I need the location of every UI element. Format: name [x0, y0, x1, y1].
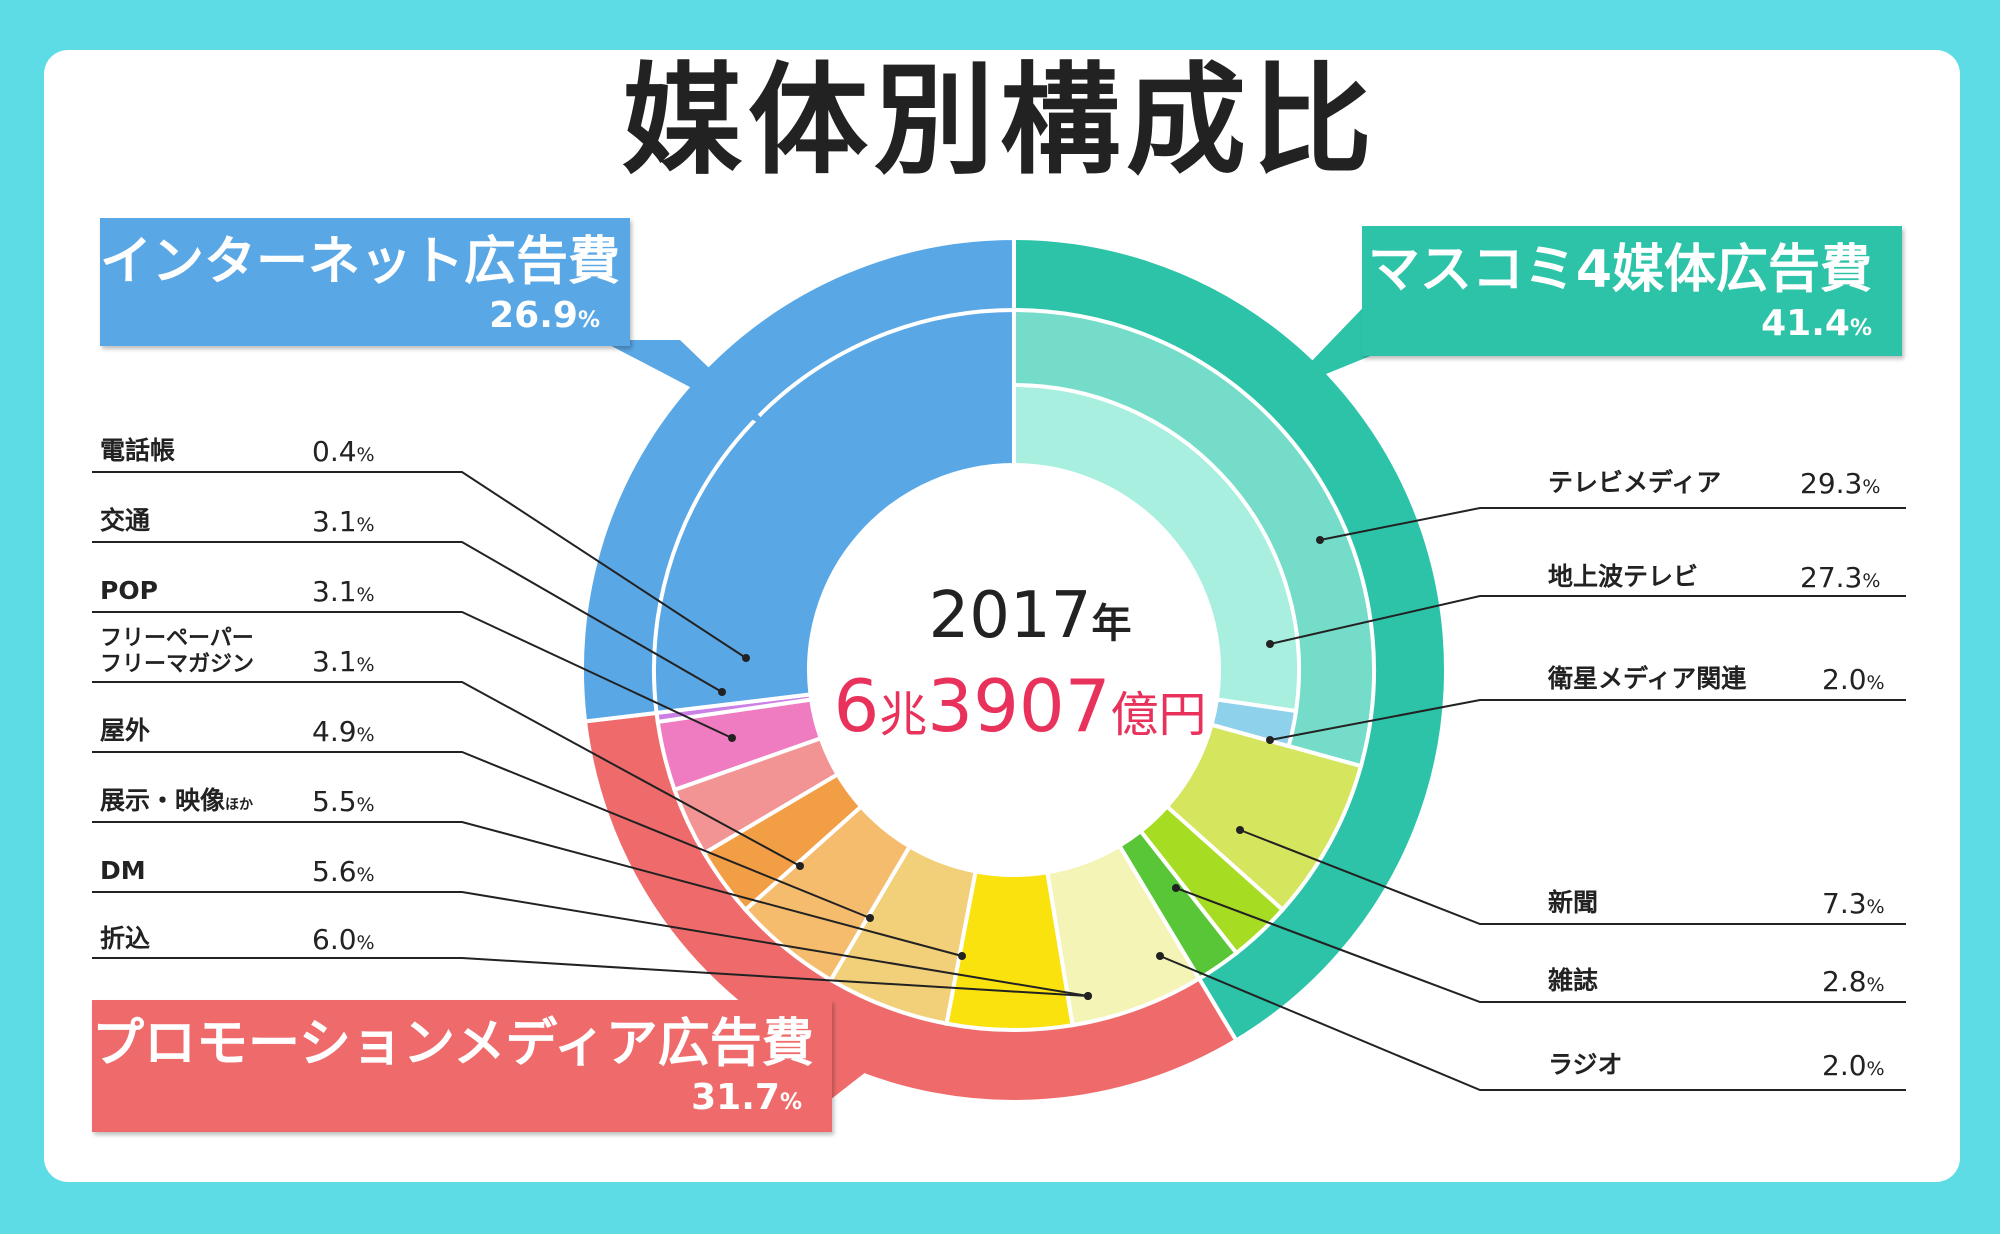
- callout-mass: マスコミ4媒体広告費 41.4%: [1362, 226, 1902, 356]
- donut-hole: [809, 465, 1219, 875]
- callout-internet: インターネット広告費 26.9%: [100, 218, 630, 346]
- value-radio: 2.0%: [1822, 1049, 1885, 1082]
- label-free-magazine: フリーマガジン: [100, 652, 255, 677]
- leader-inserts: [92, 957, 1089, 997]
- value-exhibition: 5.5%: [312, 785, 375, 818]
- value-telephone-directory: 0.4%: [312, 435, 375, 468]
- value-newspaper: 7.3%: [1822, 887, 1885, 920]
- leader-telephone-directory: [92, 471, 747, 659]
- leader-tv-media-dot: [1316, 536, 1324, 544]
- leader-pop-dot: [728, 734, 736, 742]
- leader-inserts-dot: [1084, 992, 1092, 1000]
- leader-lines: [92, 471, 1906, 1091]
- label-radio: ラジオ: [1548, 1050, 1623, 1079]
- leader-magazine-dot: [1172, 884, 1180, 892]
- callout-mass-tail: [1282, 290, 1380, 392]
- value-inserts: 6.0%: [312, 923, 375, 956]
- value-terrestrial-tv: 27.3%: [1800, 561, 1881, 594]
- callout-promo-value: 31.7: [691, 1077, 780, 1118]
- callout-internet-tail: [600, 340, 776, 432]
- value-tv-media: 29.3%: [1800, 467, 1881, 500]
- leader-satellite: [1269, 699, 1906, 741]
- value-transit: 3.1%: [312, 505, 375, 538]
- value-dm: 5.6%: [312, 855, 375, 888]
- leader-radio-dot: [1156, 952, 1164, 960]
- label-inserts: 折込: [100, 924, 151, 953]
- callout-promo-name: プロモーションメディア広告費: [92, 1014, 814, 1074]
- label-transit: 交通: [100, 506, 151, 535]
- label-magazine: 雑誌: [1548, 966, 1599, 995]
- leader-newspaper-dot: [1236, 826, 1244, 834]
- label-telephone-directory: 電話帳: [100, 436, 176, 465]
- leader-transit-dot: [718, 688, 726, 696]
- leader-transit: [92, 541, 723, 693]
- leader-terrestrial-tv-dot: [1266, 640, 1274, 648]
- leader-telephone-directory-dot: [742, 654, 750, 662]
- label-dm: DM: [100, 856, 146, 885]
- leader-exhibition: [92, 821, 963, 957]
- chart-title: 媒体別構成比: [622, 52, 1378, 191]
- leader-satellite-dot: [1266, 736, 1274, 744]
- leader-magazine: [1175, 887, 1906, 1003]
- callout-internet-name: インターネット広告費: [100, 232, 621, 292]
- leader-outdoor-dot: [866, 914, 874, 922]
- label-outdoor: 屋外: [100, 716, 151, 745]
- label-terrestrial-tv: 地上波テレビ: [1548, 562, 1699, 591]
- leader-newspaper: [1239, 829, 1906, 925]
- leader-tv-media: [1319, 507, 1906, 541]
- center-total: 6兆3907億円: [833, 664, 1207, 748]
- label-pop: POP: [100, 576, 158, 605]
- leader-dm: [92, 891, 1089, 997]
- value-free-paper: 3.1%: [312, 645, 375, 678]
- label-tv-media: テレビメディア: [1548, 468, 1722, 497]
- center-year: 2017年: [928, 579, 1132, 653]
- callout-promo: プロモーションメディア広告費 31.7%: [92, 1000, 832, 1132]
- value-magazine: 2.8%: [1822, 965, 1885, 998]
- leader-outdoor: [92, 751, 871, 919]
- leader-radio: [1159, 955, 1906, 1091]
- value-outdoor: 4.9%: [312, 715, 375, 748]
- callout-mass-value: 41.4: [1761, 303, 1850, 344]
- leader-terrestrial-tv: [1269, 595, 1906, 645]
- label-satellite: 衛星メディア関連: [1548, 664, 1747, 693]
- label-exhibition: 展示・映像ほか: [100, 786, 254, 815]
- label-free-paper: フリーペーパー: [100, 626, 254, 651]
- label-newspaper: 新聞: [1548, 888, 1599, 917]
- leader-exhibition-dot: [958, 952, 966, 960]
- callout-mass-name: マスコミ4媒体広告費: [1367, 240, 1872, 300]
- leader-free-paper: [92, 681, 801, 867]
- leader-free-paper-dot: [796, 862, 804, 870]
- value-satellite: 2.0%: [1822, 663, 1885, 696]
- leader-pop: [92, 611, 733, 739]
- value-pop: 3.1%: [312, 575, 375, 608]
- callout-internet-value: 26.9: [489, 295, 578, 336]
- callout-promo-tail: [830, 1050, 894, 1100]
